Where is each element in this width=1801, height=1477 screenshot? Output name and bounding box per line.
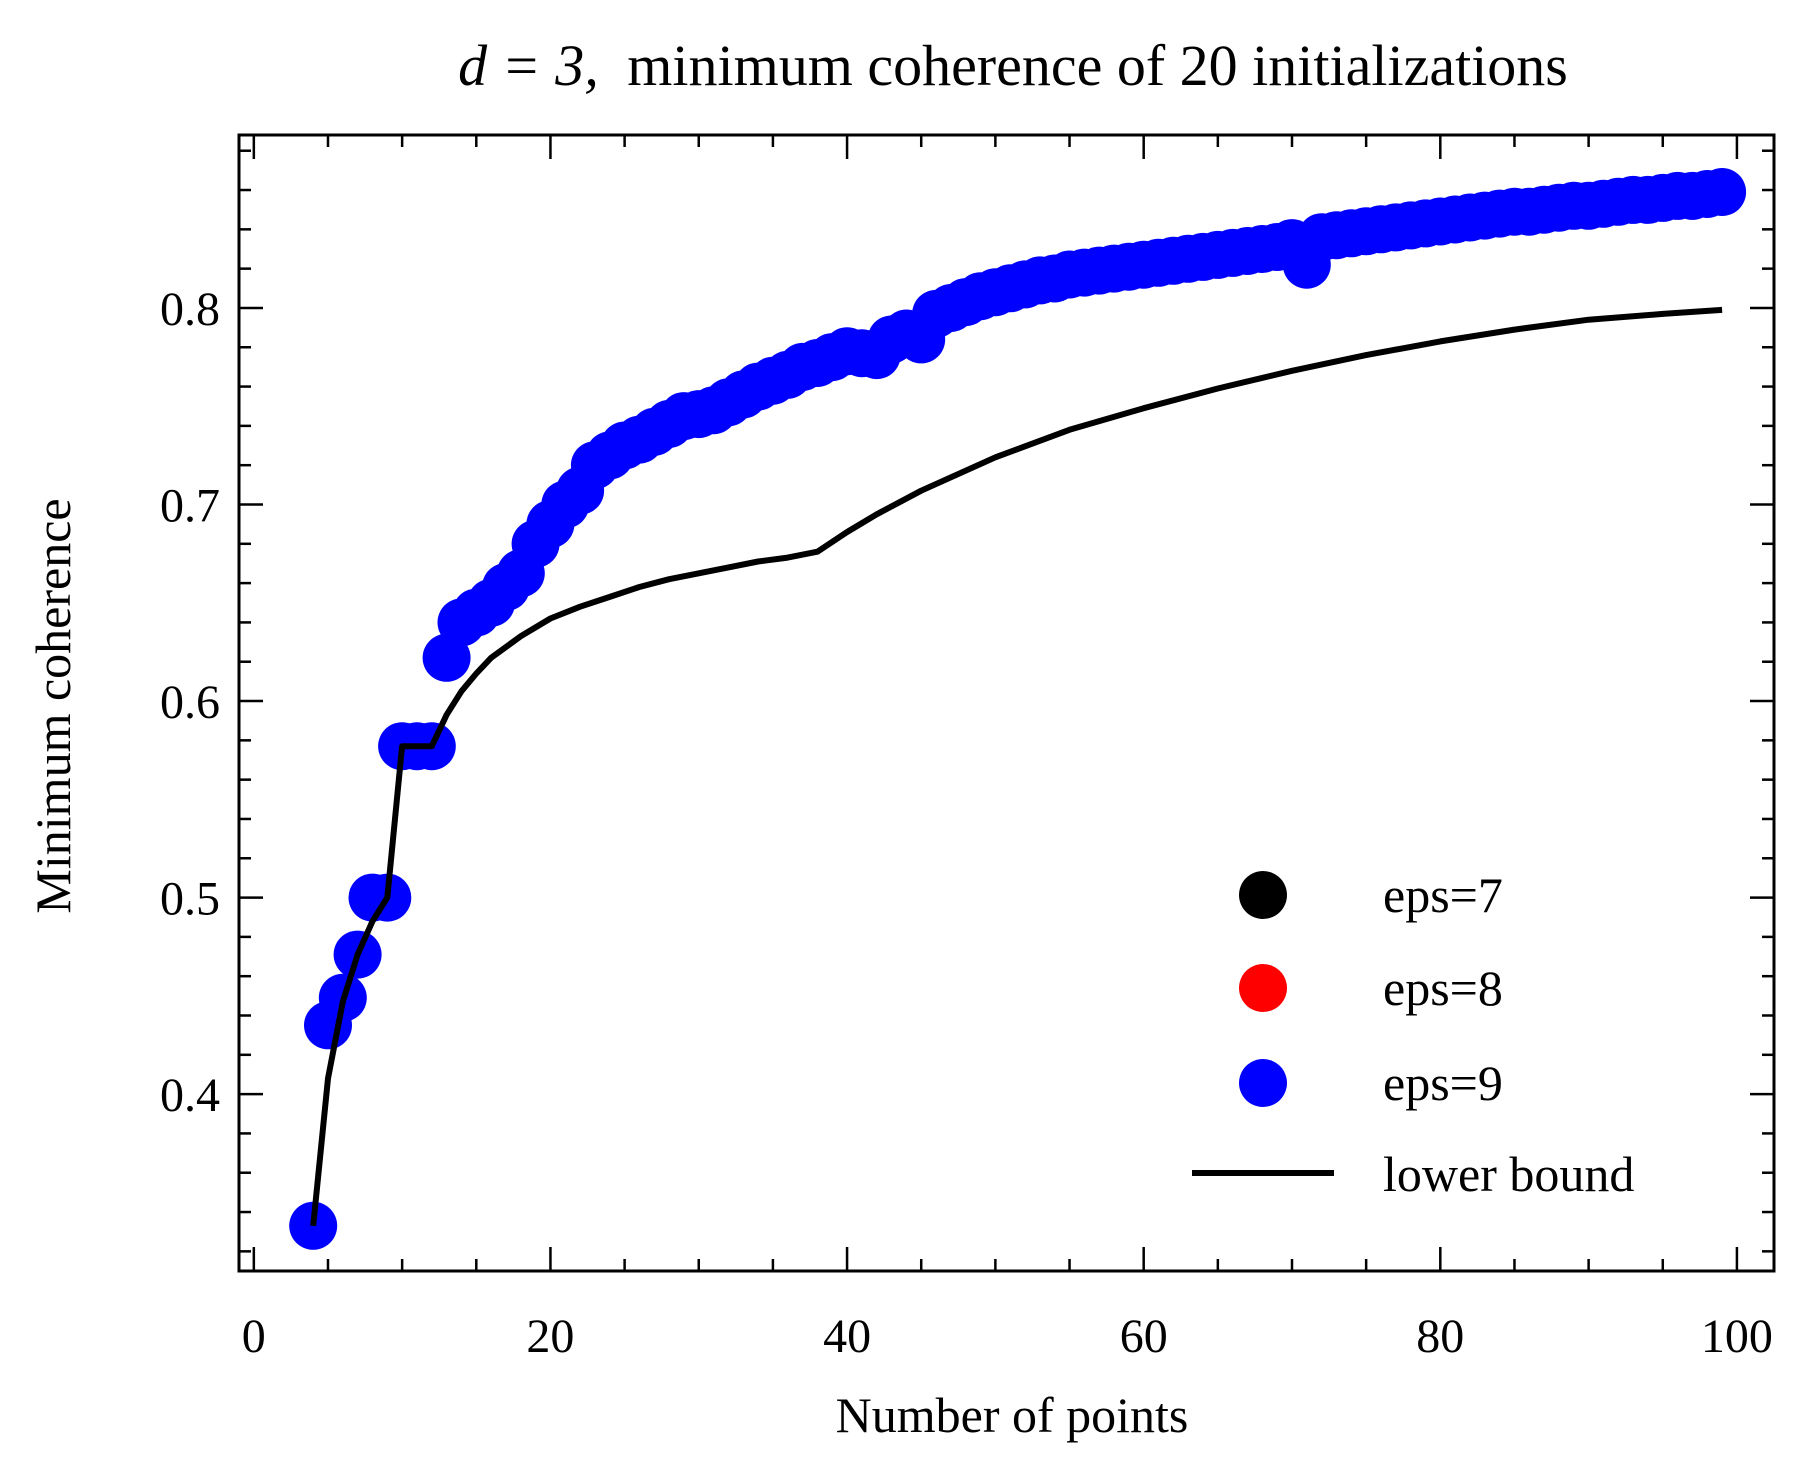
legend-label-eps7: eps=7 [1383,867,1503,923]
y-tick-label: 0.4 [160,1069,220,1122]
legend-marker-eps7 [1239,871,1287,919]
x-tick-label: 0 [242,1310,266,1363]
x-tick-label: 100 [1701,1310,1773,1363]
y-tick-label: 0.5 [160,873,220,926]
y-tick-label: 0.8 [160,283,220,336]
plot-frame [237,133,1776,1273]
y-axis-label: Minimum coherence [25,498,81,913]
legend-marker-eps8 [1239,964,1287,1012]
chart-title-math: d = 3, [458,33,599,98]
legend-item-eps8: eps=8 [1239,960,1503,1016]
chart-title-text: minimum coherence of 20 initializations [627,33,1568,98]
lower-bound-line [310,306,1723,1227]
x-tick-label: 20 [526,1310,574,1363]
legend-item-eps7: eps=7 [1239,867,1503,923]
axis-ticks: 0 20 40 60 80 100 0.4 0.5 0.6 0.7 0.8 [160,135,1774,1363]
x-tick-label: 80 [1416,1310,1464,1363]
x-tick-label: 60 [1120,1310,1168,1363]
legend-item-lower-bound: lower bound [1192,1146,1634,1202]
legend-item-eps9: eps=9 [1239,1055,1503,1111]
y-tick-label: 0.6 [160,676,220,729]
legend-label-lower-bound: lower bound [1383,1146,1634,1202]
plot-area [289,168,1747,1250]
legend: eps=7 eps=8 eps=9 lower bound [1192,867,1634,1202]
data-point-eps9 [1698,168,1747,216]
svg-text:d = 3, minimum coherence: d = 3, minimum coherence of 20 initializ… [458,33,1568,98]
legend-label-eps8: eps=8 [1383,960,1503,1016]
chart-title: d = 3, minimum coherence of 20 initializ… [458,33,1568,98]
legend-label-eps9: eps=9 [1383,1055,1503,1111]
x-tick-label: 40 [823,1310,871,1363]
y-tick-label: 0.7 [160,480,220,533]
x-axis-label: Number of points [836,1387,1189,1443]
legend-marker-eps9 [1239,1059,1287,1107]
